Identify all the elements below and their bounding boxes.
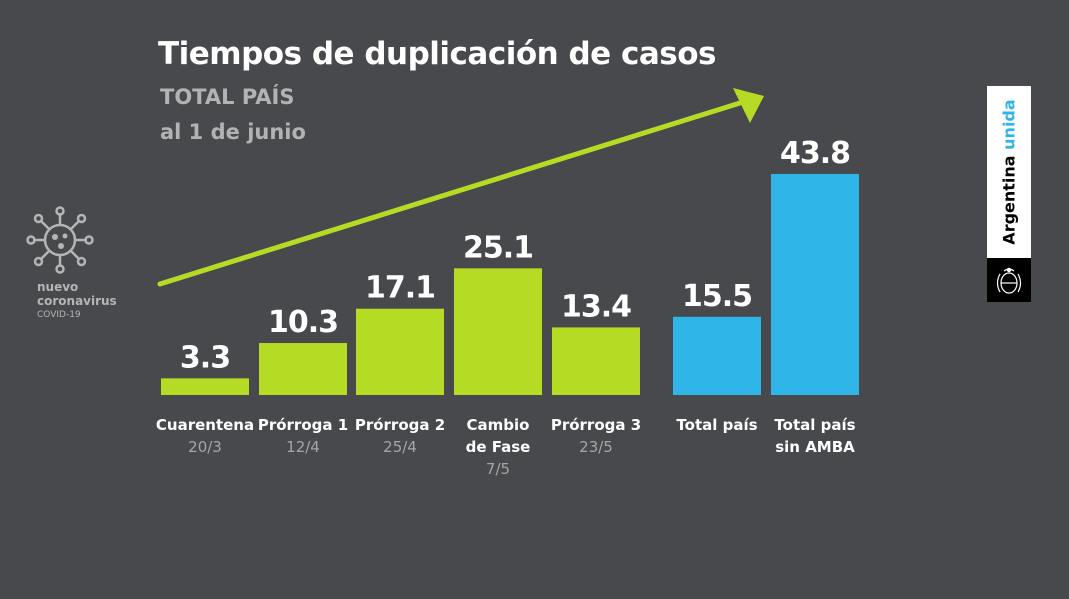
data-label: 43.8	[780, 136, 850, 171]
bar	[356, 308, 444, 395]
category-label: Prórroga 1	[258, 416, 348, 434]
category-label: Prórroga 2	[355, 416, 445, 434]
category-label: sin AMBA	[775, 438, 855, 456]
badge-text: Argentina unida	[1000, 99, 1019, 244]
brand-line-1: nuevo	[37, 280, 79, 294]
badge-emblem-panel	[987, 258, 1031, 302]
bar	[771, 174, 859, 395]
date-label: 23/5	[579, 438, 613, 456]
data-label: 3.3	[180, 340, 230, 375]
virus-icon	[26, 206, 94, 274]
category-label: de Fase	[466, 438, 531, 456]
brand-text: nuevo coronavirus	[37, 280, 117, 308]
category-label: Total país	[774, 416, 855, 434]
bar	[161, 378, 249, 395]
category-label: Cuarentena	[156, 416, 254, 434]
badge-text-part1: Argentina	[999, 149, 1019, 245]
data-label: 25.1	[463, 230, 533, 265]
date-label: 7/5	[486, 460, 510, 478]
badge-text-part2: unida	[999, 99, 1019, 150]
category-label: Prórroga 3	[551, 416, 641, 434]
bar	[259, 343, 347, 395]
chart-date: al 1 de junio	[160, 120, 306, 144]
data-label: 10.3	[268, 305, 338, 340]
bar	[552, 327, 640, 395]
data-label: 17.1	[365, 271, 435, 306]
data-label: 13.4	[561, 289, 631, 324]
trend-arrow-head	[733, 88, 764, 123]
brand-line-3: COVID-19	[37, 310, 81, 320]
trend-arrow-line	[157, 100, 743, 287]
brand-line-2: coronavirus	[37, 294, 117, 308]
category-label: Cambio	[467, 416, 530, 434]
argentina-unida-badge: Argentina unida	[987, 86, 1031, 302]
data-label: 15.5	[682, 279, 752, 314]
bar	[673, 316, 761, 395]
chart-title: Tiempos de duplicación de casos	[158, 36, 717, 72]
date-label: 12/4	[286, 438, 320, 456]
date-label: 25/4	[383, 438, 417, 456]
badge-text-panel: Argentina unida	[987, 86, 1031, 258]
bar	[454, 268, 542, 395]
coat-of-arms-icon	[996, 267, 1022, 294]
chart-subtitle: TOTAL PAÍS	[160, 85, 295, 109]
date-label: 20/3	[188, 438, 222, 456]
category-label: Total país	[676, 416, 757, 434]
